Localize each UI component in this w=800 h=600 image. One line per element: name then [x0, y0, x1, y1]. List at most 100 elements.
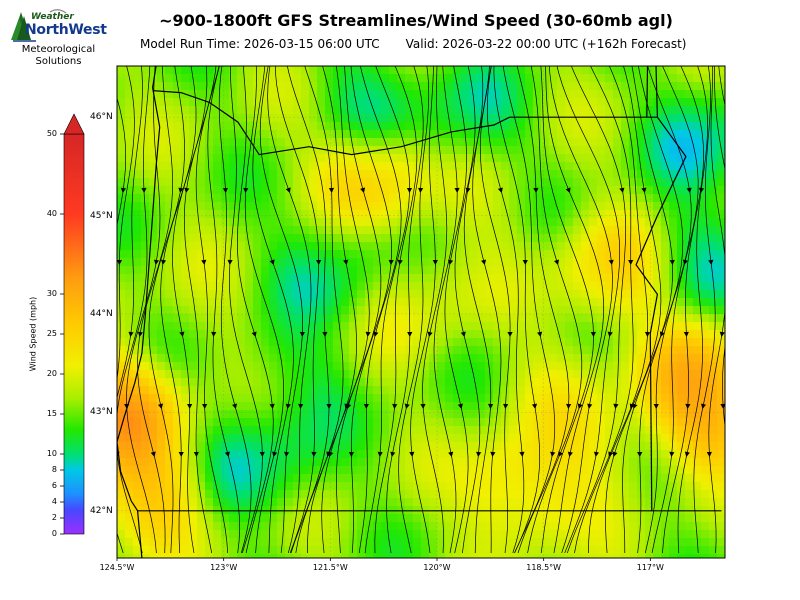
speed-cell [325, 114, 334, 123]
streamline-arrow [299, 331, 305, 337]
speed-cell [277, 162, 286, 171]
speed-cell [701, 226, 710, 235]
speed-cell [141, 98, 150, 107]
speed-cell [333, 442, 342, 451]
streamline-arrow [669, 259, 675, 265]
speed-cell [261, 138, 270, 147]
speed-cell [189, 394, 198, 403]
speed-cell [677, 82, 686, 91]
speed-cell [493, 498, 502, 507]
speed-cell [573, 170, 582, 179]
speed-cell [357, 370, 366, 379]
speed-cell [189, 210, 198, 219]
speed-cell [317, 490, 326, 499]
speed-cell [677, 370, 686, 379]
speed-cell [221, 194, 230, 203]
speed-cell [597, 98, 606, 107]
speed-cell [565, 282, 574, 291]
speed-cell [501, 354, 510, 363]
speed-cell [549, 386, 558, 395]
speed-cell [205, 354, 214, 363]
speed-cell [245, 298, 254, 307]
speed-cell [165, 426, 174, 435]
speed-cell [157, 450, 166, 459]
speed-cell [293, 218, 302, 227]
speed-cell [325, 346, 334, 355]
speed-cell [285, 434, 294, 443]
speed-cell [205, 490, 214, 499]
speed-cell [557, 546, 566, 555]
speed-cell [125, 154, 134, 163]
speed-cell [637, 522, 646, 531]
speed-cell [301, 138, 310, 147]
speed-cell [253, 490, 262, 499]
speed-cell [325, 514, 334, 523]
speed-cell [485, 554, 494, 558]
speed-cell [325, 218, 334, 227]
speed-cell [621, 402, 630, 411]
coastline [117, 66, 161, 558]
speed-cell [677, 546, 686, 555]
speed-cell [709, 114, 718, 123]
speed-cell [453, 474, 462, 483]
speed-cell [245, 98, 254, 107]
speed-cell [637, 426, 646, 435]
speed-cell [629, 74, 638, 83]
speed-cell [533, 490, 542, 499]
speed-cell [445, 322, 454, 331]
speed-cell [341, 498, 350, 507]
speed-cell [117, 362, 126, 371]
speed-cell [565, 458, 574, 467]
speed-cell [525, 218, 534, 227]
speed-cell [157, 474, 166, 483]
speed-cell [197, 170, 206, 179]
speed-cell [269, 162, 278, 171]
speed-cell [277, 314, 286, 323]
speed-cell [413, 290, 422, 299]
speed-cell [133, 410, 142, 419]
speed-cell [421, 514, 430, 523]
speed-cell [605, 522, 614, 531]
speed-cell [661, 250, 670, 259]
speed-cell [597, 74, 606, 83]
speed-cell [325, 314, 334, 323]
speed-cell [701, 354, 710, 363]
speed-cell [365, 114, 374, 123]
speed-cell [373, 418, 382, 427]
speed-cell [229, 354, 238, 363]
speed-cell [493, 250, 502, 259]
speed-cell [589, 426, 598, 435]
speed-cell [565, 530, 574, 539]
speed-cell [413, 274, 422, 283]
washington-idaho-border [646, 66, 649, 118]
speed-cell [485, 386, 494, 395]
speed-cell [477, 482, 486, 491]
speed-cell [565, 370, 574, 379]
speed-cell [573, 466, 582, 475]
speed-cell [189, 98, 198, 107]
speed-cell [397, 138, 406, 147]
speed-cell [173, 474, 182, 483]
speed-cell [469, 378, 478, 387]
speed-cell [701, 482, 710, 491]
speed-cell [205, 554, 214, 558]
speed-cell [221, 274, 230, 283]
speed-cell [285, 490, 294, 499]
speed-cell [549, 186, 558, 195]
speed-cell [461, 66, 470, 75]
speed-cell [589, 250, 598, 259]
speed-cell [573, 402, 582, 411]
speed-cell [285, 194, 294, 203]
speed-cell [357, 410, 366, 419]
speed-cell [373, 354, 382, 363]
speed-cell [525, 554, 534, 558]
speed-cell [709, 546, 718, 555]
speed-cell [237, 210, 246, 219]
speed-cell [237, 466, 246, 475]
speed-cell [229, 282, 238, 291]
speed-cell [285, 242, 294, 251]
speed-cell [229, 90, 238, 99]
speed-cell [461, 442, 470, 451]
speed-cell [509, 418, 518, 427]
speed-cell [701, 554, 710, 558]
